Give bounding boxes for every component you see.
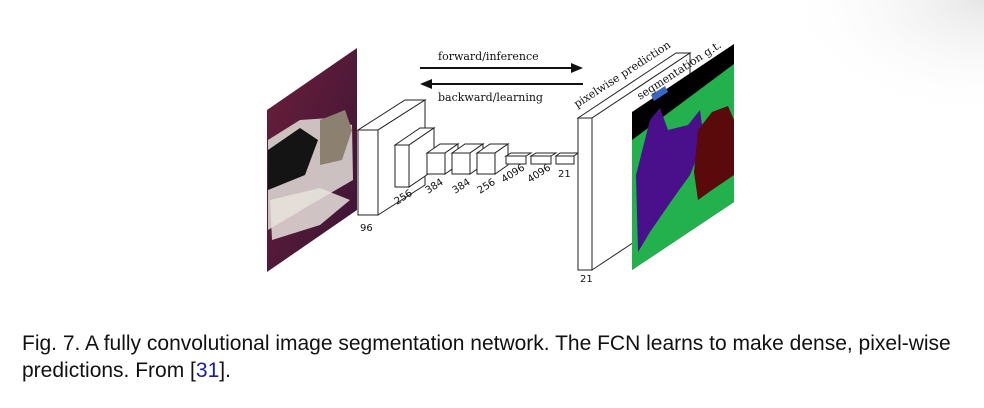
fcn-diagram: 96 256 384 384 256 4096 4096 21 forward/…	[267, 0, 984, 285]
caption-text-after: ].	[219, 359, 231, 382]
layer-label-384b: 384	[451, 177, 473, 197]
layer-label-21: 21	[558, 169, 571, 180]
segmentation-groundtruth-image	[632, 44, 734, 270]
conv-layer-256	[393, 127, 436, 188]
layer-label-256b: 256	[476, 177, 498, 197]
citation-link[interactable]: 31	[195, 359, 220, 382]
output-label: 21	[580, 274, 593, 285]
conv-layer-256b	[475, 143, 510, 175]
corner-shading	[780, 0, 984, 120]
figure-caption: Fig. 7. A fully convolutional image segm…	[22, 330, 972, 384]
caption-text-before: Fig. 7. A fully convolutional image segm…	[22, 332, 951, 382]
fc-layer-21	[554, 152, 580, 165]
forward-arrow	[420, 63, 583, 73]
layer-label-384a: 384	[424, 177, 446, 197]
input-image	[267, 48, 357, 272]
layer-label-4096b: 4096	[526, 162, 553, 185]
backward-arrow	[420, 79, 583, 89]
fc-layer-4096a	[504, 152, 533, 165]
conv-layer-96	[356, 99, 427, 216]
forward-arrow-label: forward/inference	[438, 50, 539, 63]
layer-label-96: 96	[360, 223, 373, 234]
backward-arrow-label: backward/learning	[438, 91, 543, 104]
fc-layer-4096b	[529, 152, 558, 165]
